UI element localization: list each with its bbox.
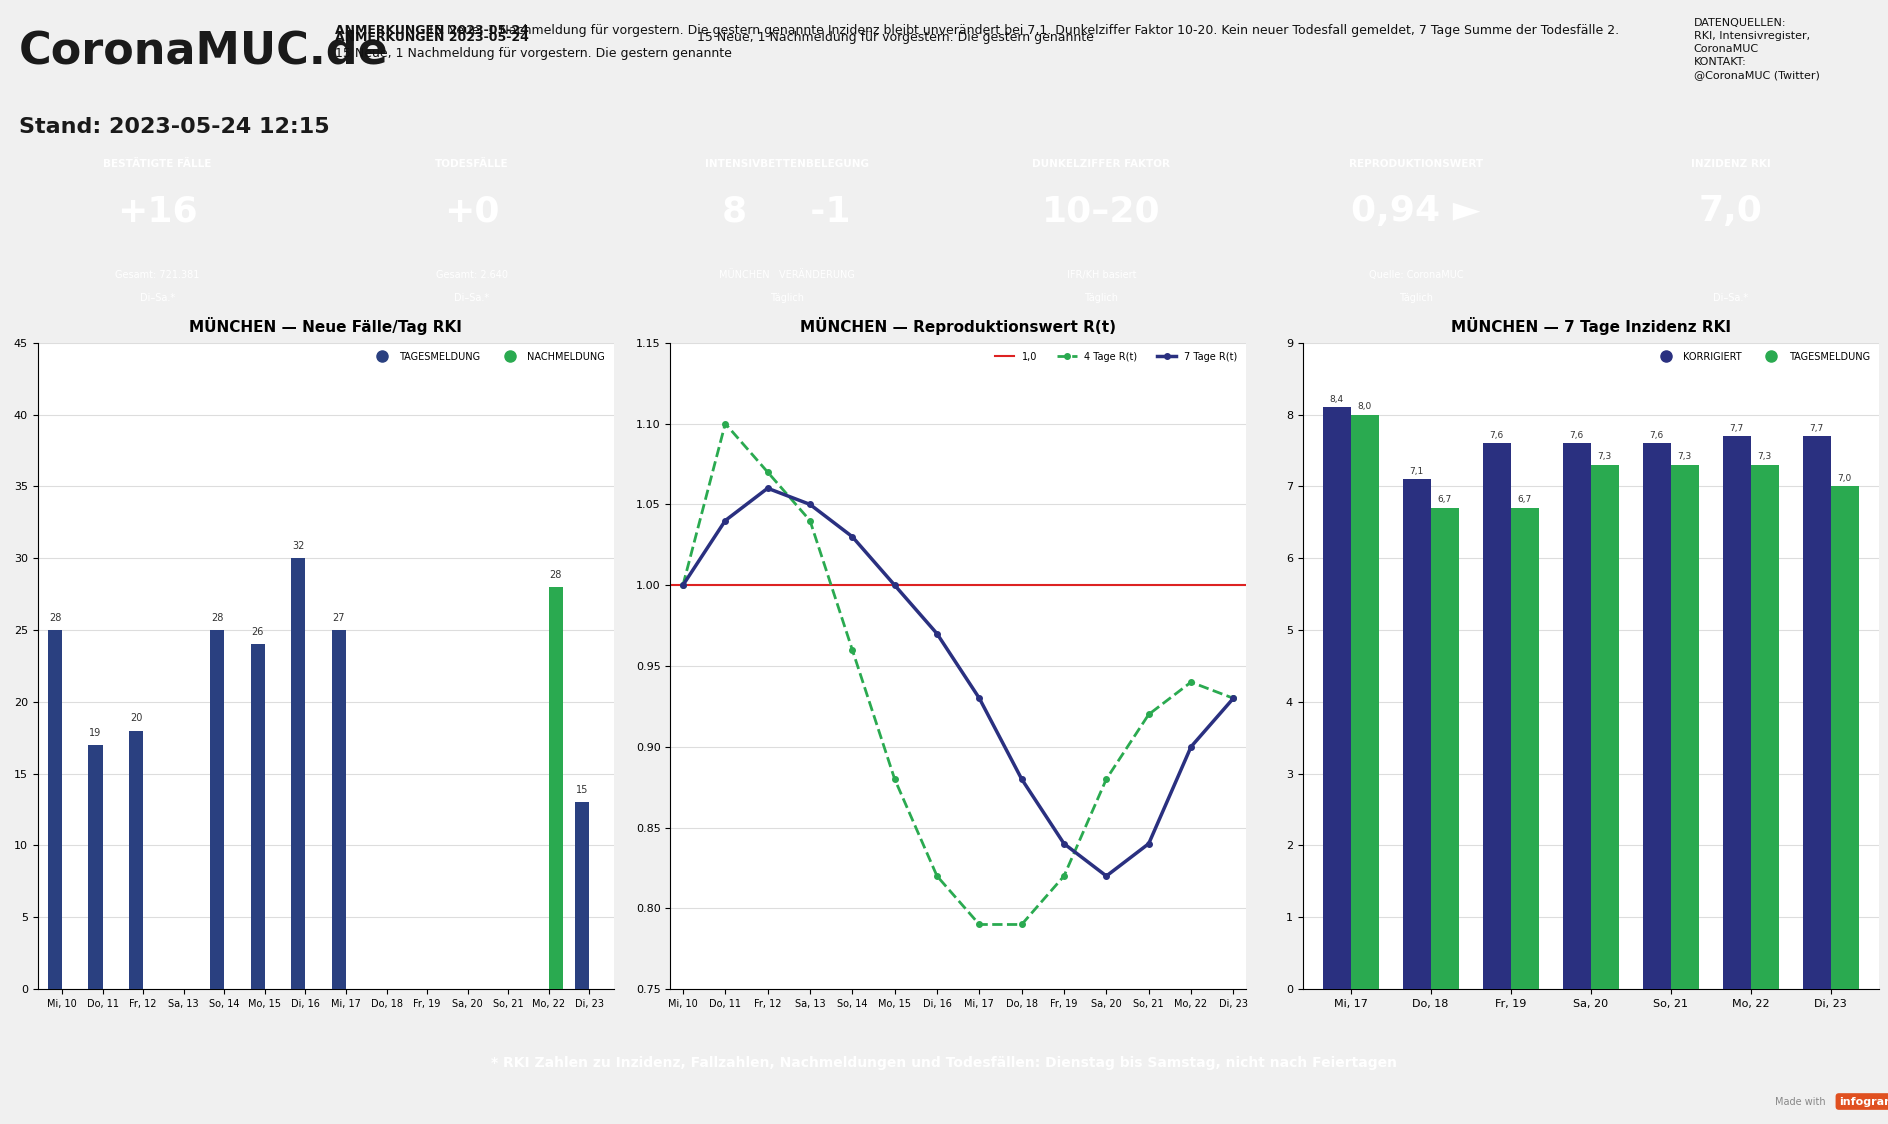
Bar (549, 587, 563, 989)
Text: 26: 26 (251, 627, 264, 637)
Text: Quelle: CoronaMUC: Quelle: CoronaMUC (1369, 270, 1463, 280)
Bar (128, 731, 143, 989)
Bar (1803, 436, 1831, 989)
Text: 7,6: 7,6 (1490, 430, 1503, 439)
Text: INTENSIVBETTENBELEGUNG: INTENSIVBETTENBELEGUNG (704, 160, 868, 169)
Text: 8,0: 8,0 (1357, 402, 1373, 411)
Text: 7,1: 7,1 (1410, 466, 1424, 475)
Text: 6,7: 6,7 (1437, 496, 1452, 505)
Bar (1671, 465, 1699, 989)
Bar (1510, 508, 1539, 989)
Title: MÜNCHEN — 7 Tage Inzidenz RKI: MÜNCHEN — 7 Tage Inzidenz RKI (1450, 317, 1731, 335)
Text: DUNKELZIFFER FAKTOR: DUNKELZIFFER FAKTOR (1033, 160, 1171, 169)
Text: 0,94 ►: 0,94 ► (1352, 194, 1480, 228)
Bar (1431, 508, 1459, 989)
Bar (1323, 408, 1350, 989)
Text: 10–20: 10–20 (1042, 194, 1161, 228)
Text: 6,7: 6,7 (1518, 496, 1531, 505)
Text: CoronaMUC.de: CoronaMUC.de (19, 29, 389, 72)
Text: 15 Neue, 1 Nachmeldung für vorgestern. Die gestern genannte: 15 Neue, 1 Nachmeldung für vorgestern. D… (334, 47, 731, 61)
Text: REPRODUKTIONSWERT: REPRODUKTIONSWERT (1348, 160, 1484, 169)
Legend: KORRIGIERT, TAGESMELDUNG: KORRIGIERT, TAGESMELDUNG (1652, 347, 1873, 365)
Text: IFR/KH basiert: IFR/KH basiert (1067, 270, 1137, 280)
Text: Made with: Made with (1775, 1097, 1826, 1106)
Text: Täglich: Täglich (1399, 292, 1433, 302)
Text: 7,3: 7,3 (1678, 452, 1692, 461)
Text: 7,6: 7,6 (1569, 430, 1584, 439)
Title: MÜNCHEN — Neue Fälle/Tag RKI: MÜNCHEN — Neue Fälle/Tag RKI (189, 317, 463, 335)
Bar (332, 631, 346, 989)
Bar (89, 745, 102, 989)
Text: Gesamt: 2.640: Gesamt: 2.640 (436, 270, 508, 280)
Text: 28: 28 (549, 570, 563, 580)
Text: Gesamt: 721.381: Gesamt: 721.381 (115, 270, 200, 280)
Text: Täglich: Täglich (770, 292, 804, 302)
Text: 28: 28 (49, 613, 60, 623)
Text: 8     -1: 8 -1 (723, 194, 851, 228)
Text: BESTÄTIGTE FÄLLE: BESTÄTIGTE FÄLLE (104, 160, 211, 170)
Text: 15 Neue, 1 Nachmeldung für vorgestern. Die gestern genannte: 15 Neue, 1 Nachmeldung für vorgestern. D… (693, 30, 1095, 44)
Text: 15: 15 (576, 786, 589, 796)
Text: TODESFÄLLE: TODESFÄLLE (436, 160, 508, 170)
Text: 27: 27 (332, 613, 346, 623)
Legend: TAGESMELDUNG, NACHMELDUNG: TAGESMELDUNG, NACHMELDUNG (368, 347, 608, 365)
Bar (47, 631, 62, 989)
Text: Täglich: Täglich (1084, 292, 1118, 302)
Bar (1643, 443, 1671, 989)
Bar (1563, 443, 1590, 989)
Bar (1750, 465, 1778, 989)
Text: ANMERKUNGEN 2023-05-24: ANMERKUNGEN 2023-05-24 (334, 30, 529, 44)
Text: infogram: infogram (1839, 1097, 1888, 1106)
Text: 7,7: 7,7 (1729, 424, 1745, 433)
Bar (1482, 443, 1510, 989)
Text: 28: 28 (211, 613, 223, 623)
Text: Di–Sa.*: Di–Sa.* (1712, 292, 1748, 302)
Bar (1722, 436, 1750, 989)
Bar (576, 803, 589, 989)
Text: DATENQUELLEN:
RKI, Intensivregister,
CoronaMUC
KONTAKT:
@CoronaMUC (Twitter): DATENQUELLEN: RKI, Intensivregister, Cor… (1694, 18, 1820, 81)
Legend: 1,0, 4 Tage R(t), 7 Tage R(t): 1,0, 4 Tage R(t), 7 Tage R(t) (991, 347, 1240, 365)
Text: 15 Neue, 1 Nachmeldung für vorgestern. Die gestern genannte Inzidenz bleibt unve: 15 Neue, 1 Nachmeldung für vorgestern. D… (334, 24, 1618, 37)
Bar (251, 644, 264, 989)
Text: Stand: 2023-05-24 12:15: Stand: 2023-05-24 12:15 (19, 117, 330, 137)
Bar (1403, 479, 1431, 989)
Text: 7,3: 7,3 (1758, 452, 1771, 461)
Text: Di–Sa.*: Di–Sa.* (455, 292, 489, 302)
Text: 7,0: 7,0 (1837, 474, 1852, 483)
Text: ANMERKUNGEN 2023-05-24: ANMERKUNGEN 2023-05-24 (334, 24, 529, 37)
Text: 7,7: 7,7 (1809, 424, 1824, 433)
Bar (291, 559, 306, 989)
Text: INZIDENZ RKI: INZIDENZ RKI (1692, 160, 1771, 169)
Bar (210, 631, 225, 989)
Text: 7,6: 7,6 (1650, 430, 1663, 439)
Text: +16: +16 (117, 194, 198, 228)
Text: 32: 32 (293, 541, 304, 551)
Text: 20: 20 (130, 714, 142, 724)
Text: 7,3: 7,3 (1597, 452, 1612, 461)
Text: 7,0: 7,0 (1699, 194, 1763, 228)
Text: 19: 19 (89, 727, 102, 737)
Bar (1590, 465, 1618, 989)
Text: MÜNCHEN   VERÄNDERUNG: MÜNCHEN VERÄNDERUNG (719, 270, 855, 280)
Text: Di–Sa.*: Di–Sa.* (140, 292, 176, 302)
Text: * RKI Zahlen zu Inzidenz, Fallzahlen, Nachmeldungen und Todesfällen: Dienstag bi: * RKI Zahlen zu Inzidenz, Fallzahlen, Na… (491, 1057, 1397, 1070)
Bar (1831, 487, 1858, 989)
Text: +0: +0 (444, 194, 500, 228)
Bar (1350, 415, 1378, 989)
Title: MÜNCHEN — Reproduktionswert R(t): MÜNCHEN — Reproduktionswert R(t) (801, 317, 1116, 335)
Text: 8,4: 8,4 (1329, 395, 1344, 404)
